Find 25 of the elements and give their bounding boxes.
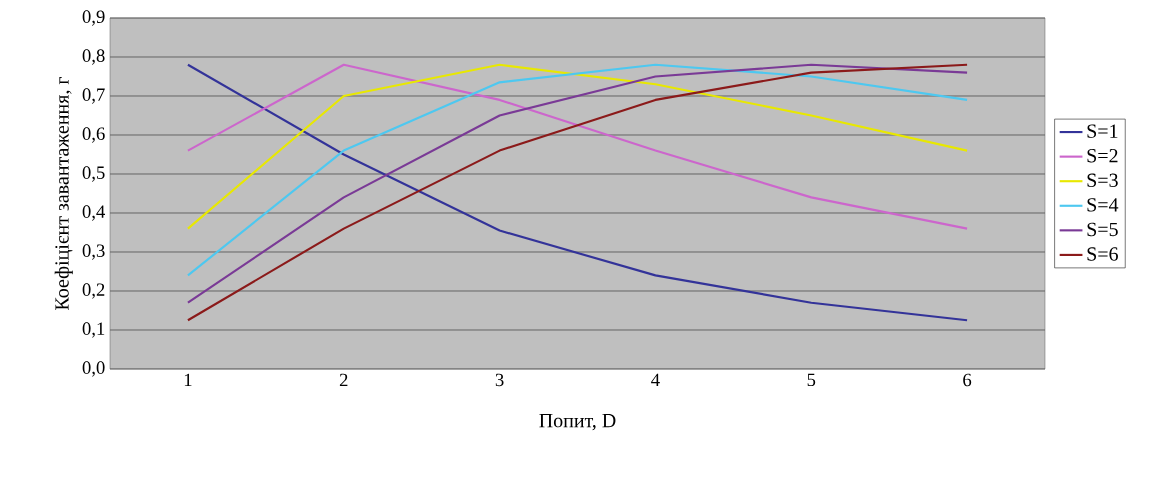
x-tick-label: 6	[963, 373, 972, 387]
y-tick-label: 0,5	[82, 166, 105, 182]
x-tick-label: 1	[184, 373, 192, 387]
y-tick-label: 0,9	[82, 10, 105, 26]
y-tick-label: 0,6	[82, 127, 105, 143]
y-tick-label: 0,4	[82, 205, 106, 221]
y-tick-label: 0,8	[82, 49, 105, 65]
y-tick-label: 0,2	[82, 283, 105, 299]
legend-label: S=6	[1087, 247, 1118, 261]
legend-label: S=1	[1087, 124, 1118, 138]
x-axis-title: Попит, D	[539, 414, 616, 431]
legend-label: S=5	[1087, 222, 1118, 237]
x-tick-label: 3	[495, 373, 504, 387]
legend-label: S=2	[1087, 149, 1118, 163]
y-tick-label: 0,3	[82, 244, 105, 260]
y-tick-label: 0,7	[82, 88, 105, 104]
x-tick-label: 4	[651, 373, 660, 386]
x-tick-label: 5	[807, 373, 816, 387]
y-tick-label: 0,0	[82, 361, 105, 377]
legend-label: S=4	[1087, 198, 1119, 212]
y-axis-title: Коефіцієнт завантаження, г	[54, 76, 73, 310]
x-tick-label: 2	[339, 373, 348, 387]
line-series	[186, 63, 969, 230]
y-tick-label: 0,1	[82, 322, 105, 338]
legend-label: S=3	[1087, 173, 1118, 188]
